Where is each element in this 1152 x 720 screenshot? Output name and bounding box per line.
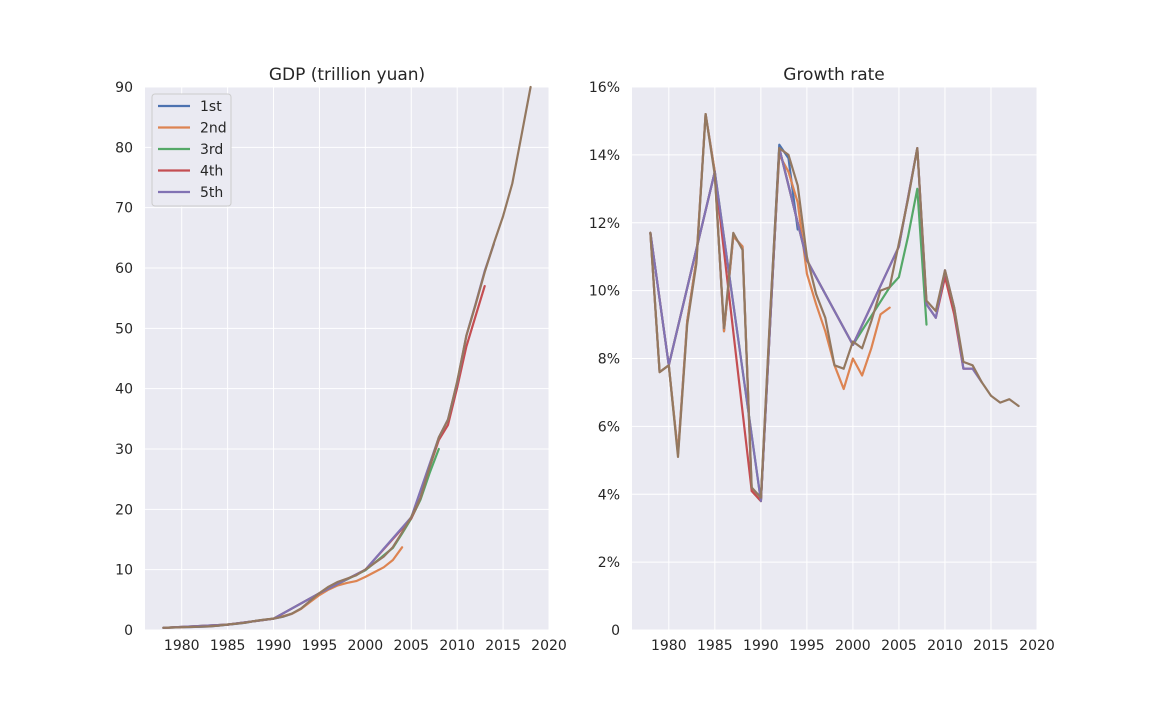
gdp-y-tick-label: 20 — [115, 502, 133, 518]
growth-x-tick-label: 1980 — [651, 638, 687, 654]
growth-x-tick-label: 1985 — [697, 638, 733, 654]
growth-x-tick-label: 2005 — [881, 638, 917, 654]
gdp-y-tick-label: 10 — [115, 563, 133, 579]
growth-y-tick-label: 2% — [598, 555, 620, 571]
gdp-y-tick-label: 30 — [115, 442, 133, 458]
legend-label: 1st — [200, 99, 222, 115]
growth-series-line-actual — [649, 112, 1020, 499]
growth-y-tick-label: 10% — [589, 284, 620, 300]
legend-label: 4th — [200, 164, 223, 180]
growth-y-tick-label: 14% — [589, 148, 620, 164]
growth-x-tick-label: 2015 — [973, 638, 1009, 654]
gdp-y-tick-label: 90 — [115, 80, 133, 96]
growth-x-tick-label: 1995 — [789, 638, 825, 654]
gdp-x-tick-label: 1995 — [302, 638, 338, 654]
growth-y-tick-label: 12% — [589, 216, 620, 232]
gdp-x-tick-label: 2020 — [531, 638, 567, 654]
gdp-x-tick-label: 2010 — [439, 638, 475, 654]
growth-chart-title: Growth rate — [783, 65, 884, 85]
gdp-x-tick-label: 2005 — [393, 638, 429, 654]
gdp-y-tick-label: 80 — [115, 140, 133, 156]
gdp-y-tick-label: 50 — [115, 321, 133, 337]
growth-series — [649, 112, 1020, 503]
growth-rate-chart: 1980 1985 1990 1995 2000 2005 2010 2015 2020 0 2%… — [589, 65, 1055, 654]
growth-y-tick-label: 4% — [598, 487, 620, 503]
growth-x-tick-label: 2010 — [927, 638, 963, 654]
gdp-x-tick-label: 1980 — [164, 638, 200, 654]
growth-gridlines — [632, 86, 1038, 631]
gdp-y-tick-label: 0 — [124, 623, 133, 639]
growth-y-tick-label: 8% — [598, 352, 620, 368]
growth-y-tick-label: 16% — [589, 80, 620, 96]
gdp-chart: 1980 1985 1990 1995 2000 2005 2010 2015 2020 0 10… — [115, 65, 567, 654]
growth-x-tick-label: 2000 — [835, 638, 871, 654]
growth-y-tick-label: 0 — [611, 623, 620, 639]
growth-x-tick-label: 2020 — [1019, 638, 1055, 654]
legend-box — [151, 93, 232, 207]
gdp-gridlines — [145, 86, 550, 631]
gdp-y-tick-label: 60 — [115, 261, 133, 277]
gdp-chart-title: GDP (trillion yuan) — [269, 65, 425, 85]
gdp-x-tick-label: 2000 — [348, 638, 384, 654]
growth-y-tick-label: 6% — [598, 419, 620, 435]
gdp-y-tick-label: 40 — [115, 382, 133, 398]
gdp-y-tick-label: 70 — [115, 201, 133, 217]
gdp-x-ticks: 1980 1985 1990 1995 2000 2005 2010 2015 2020 — [164, 638, 567, 654]
gdp-x-tick-label: 1985 — [210, 638, 246, 654]
growth-x-tick-label: 1990 — [743, 638, 779, 654]
gdp-x-tick-label: 1990 — [256, 638, 292, 654]
growth-y-ticks: 0 2% 4% 6% 8% 10% 12% 14% 16% — [589, 80, 620, 639]
growth-x-ticks: 1980 1985 1990 1995 2000 2005 2010 2015 2020 — [651, 638, 1055, 654]
legend-label: 2nd — [200, 121, 227, 137]
gdp-y-ticks: 0 10 20 30 40 50 60 70 80 90 — [115, 80, 133, 639]
gdp-series — [162, 85, 532, 629]
gdp-x-tick-label: 2015 — [485, 638, 521, 654]
gdp-series-line-actual — [162, 85, 532, 629]
legend: 1st 2nd 3rd 4th 5th — [151, 93, 232, 207]
legend-label: 3rd — [200, 142, 223, 158]
legend-label: 5th — [200, 185, 223, 201]
